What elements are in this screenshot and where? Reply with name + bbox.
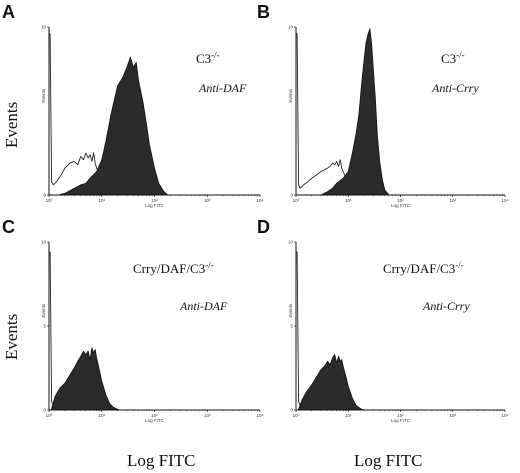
- x-tick-label: 10⁴: [257, 198, 264, 203]
- log-fitc-label-left: Log FITC: [127, 451, 195, 470]
- x-tick-label: 10⁰: [46, 413, 53, 418]
- histogram-filled-c: [50, 347, 121, 411]
- x-tick-label: 10²: [151, 198, 158, 203]
- histogram-outline-d: [296, 251, 303, 411]
- histogram-panel-b: 10⁰ 10¹ 10² 10³ 10⁴ 0 10 Log FITC Events: [288, 25, 509, 209]
- y-tick-label: 5: [43, 324, 46, 329]
- antibody-label-d: Anti-Crry: [422, 299, 470, 313]
- antibody-label-b: Anti-Crry: [431, 81, 479, 95]
- x-axis-title: Log FITC: [145, 418, 165, 423]
- antibody-label-c: Anti-DAF: [179, 299, 228, 313]
- y-tick-label: 0: [43, 408, 46, 413]
- y-tick-label: 10: [288, 25, 294, 30]
- panel-letter-d: D: [257, 217, 270, 237]
- genotype-label-d: Crry/DAF/C3-/-: [383, 260, 464, 276]
- y-axis-title: Events: [288, 303, 293, 318]
- y-tick-label: 0: [43, 193, 46, 198]
- y-tick-label: 10: [288, 240, 294, 245]
- histogram-filled-d: [297, 354, 365, 411]
- x-axis-title: Log FITC: [145, 203, 165, 208]
- x-tick-label: 10²: [397, 198, 404, 203]
- x-axis-title: Log FITC: [391, 418, 411, 423]
- y-tick-label: 0: [290, 408, 293, 413]
- histogram-panel-d: 10⁰ 10¹ 10² 10³ 10⁴ 0 5 10 Log FITC Events: [288, 240, 509, 424]
- genotype-label-a: C3-/-: [196, 50, 220, 66]
- events-label-top: Events: [2, 102, 21, 148]
- genotype-label-c: Crry/DAF/C3-/-: [133, 260, 214, 276]
- x-tick-label: 10²: [397, 413, 404, 418]
- x-tick-label: 10¹: [98, 198, 105, 203]
- log-fitc-label-right: Log FITC: [354, 451, 422, 470]
- x-tick-label: 10³: [449, 198, 456, 203]
- x-tick-label: 10¹: [345, 413, 352, 418]
- y-axis-title: Events: [288, 88, 293, 103]
- x-tick-label: 10⁴: [257, 413, 264, 418]
- x-tick-label: 10⁰: [46, 198, 53, 203]
- y-tick-label: 0: [290, 193, 293, 198]
- y-axis-title: Events: [41, 303, 46, 318]
- genotype-label-b: C3-/-: [441, 50, 465, 66]
- x-tick-label: 10⁴: [502, 198, 509, 203]
- y-axis-title: Events: [41, 88, 46, 103]
- x-tick-label: 10³: [204, 198, 211, 203]
- histogram-filled-a: [57, 56, 169, 196]
- panel-letter-c: C: [2, 217, 15, 237]
- antibody-label-a: Anti-DAF: [198, 81, 247, 95]
- y-tick-label: 10: [41, 25, 47, 30]
- x-tick-label: 10³: [449, 413, 456, 418]
- histogram-panel-c: 10⁰ 10¹ 10² 10³ 10⁴ 0 5 10 Log FITC Events: [41, 240, 264, 424]
- x-axis-title: Log FITC: [391, 203, 411, 208]
- panel-letter-b: B: [257, 2, 270, 22]
- x-tick-label: 10⁰: [293, 198, 300, 203]
- x-tick-label: 10²: [151, 413, 158, 418]
- histogram-panel-a: 10⁰ 10¹ 10² 10³ 10⁴ 0 10 Log FITC Events: [41, 25, 264, 209]
- y-tick-label: 5: [290, 324, 293, 329]
- events-label-bottom: Events: [2, 314, 21, 360]
- x-tick-label: 10¹: [98, 413, 105, 418]
- y-tick-label: 10: [41, 240, 47, 245]
- histogram-outline-c: [49, 251, 56, 411]
- panel-letter-a: A: [2, 2, 15, 22]
- x-tick-label: 10⁰: [293, 413, 300, 418]
- histogram-filled-b: [320, 28, 390, 196]
- x-tick-label: 10³: [204, 413, 211, 418]
- x-tick-label: 10⁴: [502, 413, 509, 418]
- x-tick-label: 10¹: [345, 198, 352, 203]
